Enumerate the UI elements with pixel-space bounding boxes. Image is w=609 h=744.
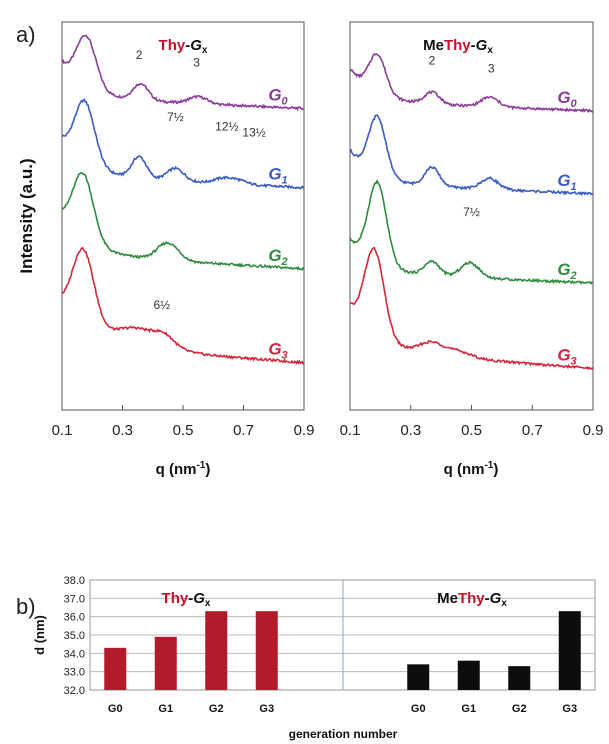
peak-annotation: 2	[136, 48, 143, 62]
series-label-g0: G0	[268, 86, 288, 108]
bar-category-label: G3	[562, 703, 577, 715]
y-tick-label: 33.0	[64, 667, 85, 679]
x-ticks-left: 0.1 0.3 0.5 0.7 0.9	[52, 405, 315, 439]
x-tick-label: 0.5	[173, 422, 194, 439]
saxs-plot-methy: G0 G1 G2 G3 2 3 7½ 0.1 0.3 0.5 0.7 0.9 MeThy-Gx q …	[340, 21, 604, 478]
x-tick-label: 0.5	[461, 422, 482, 439]
bar-group-title-thy: Thy-Gx	[162, 590, 211, 609]
peak-annotation: 3	[488, 61, 495, 75]
y-tick-label: 36.0	[64, 612, 85, 624]
peak-annotation: 2	[429, 54, 436, 68]
x-tick-label: 0.9	[583, 422, 604, 439]
bar-thy-g3	[255, 611, 278, 690]
y-tick-label: 34.0	[64, 648, 85, 660]
y-tick-label: 32.0	[64, 685, 85, 697]
peak-annotation: 3	[193, 56, 200, 70]
saxs-curve-g1	[349, 114, 594, 197]
y-tick-label: 35.0	[64, 630, 85, 642]
y-tick-label: 38.0	[64, 575, 85, 587]
peak-annotation: 13½	[242, 125, 265, 139]
peak-annotation: 7½	[463, 205, 480, 219]
bar-x-axis-label: generation number	[289, 727, 398, 741]
bar-category-label: G0	[108, 703, 123, 715]
bar-methy-g3	[558, 611, 581, 690]
d-spacing-bar-chart: 32.033.034.035.036.037.038.0 G0 G1 G2 G3 G0 G…	[32, 575, 596, 741]
bar-thy-g2	[205, 611, 228, 690]
bar-category-label: G2	[512, 703, 527, 715]
curves-right: G0 G1 G2 G3 2 3 7½	[349, 52, 594, 371]
x-axis-label-left: q (nm-1)	[156, 460, 211, 478]
x-tick-label: 0.7	[233, 422, 254, 439]
bar-thy-g0	[104, 647, 127, 690]
plot-frame-left	[61, 21, 305, 411]
saxs-curve-g2	[61, 171, 305, 271]
x-tick-label: 0.1	[340, 422, 361, 439]
curves-left: G0 G1 G2 G3 2 3 7½ 12½ 13½ 6½	[61, 34, 305, 365]
bar-category-label: G3	[259, 703, 274, 715]
series-label-g0: G0	[557, 88, 577, 110]
panel-a-label: a)	[16, 22, 36, 47]
bar-methy-g2	[508, 666, 531, 690]
x-tick-label: 0.3	[400, 422, 421, 439]
series-label-g2: G2	[557, 260, 576, 282]
peak-annotation: 7½	[167, 110, 184, 124]
saxs-curve-g1	[61, 98, 305, 190]
bar-category-label: G0	[411, 703, 426, 715]
bar-category-label: G1	[461, 703, 476, 715]
peak-annotation: 6½	[153, 298, 170, 312]
plot-title-left: Thy-Gx	[159, 37, 208, 56]
x-tick-label: 0.9	[294, 422, 315, 439]
series-label-g3: G3	[268, 340, 287, 362]
x-tick-label: 0.1	[52, 422, 73, 439]
saxs-curve-g0	[349, 52, 594, 114]
bar-thy-g1	[154, 636, 177, 690]
saxs-curve-g3	[61, 246, 305, 365]
peak-annotation: 12½	[215, 120, 238, 134]
bar-y-axis-label: d (nm)	[32, 615, 47, 655]
saxs-curve-g2	[349, 179, 594, 286]
y-tick-label: 37.0	[64, 593, 85, 605]
bar-category-label: G1	[158, 703, 173, 715]
plot-title-right: MeThy-Gx	[423, 37, 493, 56]
series-label-g2: G2	[268, 246, 287, 268]
bar-group-title-methy: MeThy-Gx	[437, 590, 507, 609]
bar-category-label: G2	[209, 703, 224, 715]
bar-methy-g1	[457, 660, 480, 690]
x-ticks-right: 0.1 0.3 0.5 0.7 0.9	[340, 405, 604, 439]
series-label-g3: G3	[557, 345, 576, 367]
bars: G0 G1 G2 G3 G0 G1 G2 G3	[104, 611, 581, 715]
saxs-curve-g3	[349, 246, 594, 371]
panel-b-label: b)	[16, 594, 36, 619]
series-label-g1: G1	[268, 165, 287, 187]
saxs-plot-thy: G0 G1 G2 G3 2 3 7½ 12½ 13½ 6½ 0.1 0.3 0.5 0.7 0.9 Thy…	[17, 21, 315, 478]
y-axis-label-left: Intensity (a.u.)	[17, 158, 36, 273]
saxs-curve-g0	[61, 34, 305, 112]
x-tick-label: 0.7	[522, 422, 543, 439]
series-label-g1: G1	[557, 171, 576, 193]
x-tick-label: 0.3	[112, 422, 133, 439]
x-axis-label-right: q (nm-1)	[444, 460, 499, 478]
bar-methy-g0	[407, 664, 430, 690]
